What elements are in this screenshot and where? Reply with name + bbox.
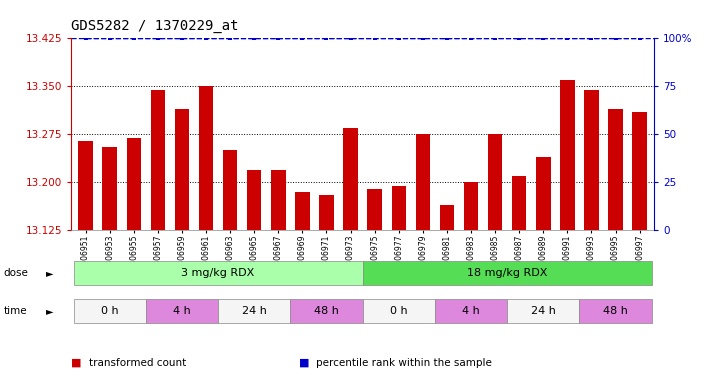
Text: dose: dose	[4, 268, 28, 278]
Bar	[416, 134, 430, 230]
Text: 24 h: 24 h	[531, 306, 556, 316]
Bar	[343, 128, 358, 230]
FancyBboxPatch shape	[146, 299, 218, 323]
FancyBboxPatch shape	[579, 299, 652, 323]
Bar	[512, 176, 526, 230]
Text: ►: ►	[46, 268, 53, 278]
Bar	[271, 170, 286, 230]
FancyBboxPatch shape	[435, 299, 507, 323]
FancyBboxPatch shape	[363, 299, 435, 323]
Bar	[633, 112, 647, 230]
Text: 18 mg/kg RDX: 18 mg/kg RDX	[467, 268, 547, 278]
Bar	[392, 185, 406, 230]
Bar	[319, 195, 333, 230]
Text: GDS5282 / 1370229_at: GDS5282 / 1370229_at	[71, 19, 239, 33]
Bar	[536, 157, 550, 230]
Bar	[78, 141, 92, 230]
FancyBboxPatch shape	[73, 299, 146, 323]
Text: transformed count: transformed count	[89, 358, 186, 368]
Bar	[127, 137, 141, 230]
FancyBboxPatch shape	[73, 260, 363, 285]
Bar	[102, 147, 117, 230]
FancyBboxPatch shape	[507, 299, 579, 323]
Text: ■: ■	[299, 358, 309, 368]
Text: 3 mg/kg RDX: 3 mg/kg RDX	[181, 268, 255, 278]
FancyBboxPatch shape	[218, 299, 290, 323]
Text: 0 h: 0 h	[101, 306, 119, 316]
Bar	[584, 89, 599, 230]
Text: 24 h: 24 h	[242, 306, 267, 316]
Bar	[609, 109, 623, 230]
Bar	[175, 109, 189, 230]
Bar	[247, 170, 262, 230]
Text: 0 h: 0 h	[390, 306, 407, 316]
Text: 4 h: 4 h	[462, 306, 480, 316]
Bar	[560, 80, 574, 230]
Text: ►: ►	[46, 306, 53, 316]
Text: ■: ■	[71, 358, 82, 368]
Text: 48 h: 48 h	[314, 306, 339, 316]
Bar	[368, 189, 382, 230]
Text: 4 h: 4 h	[173, 306, 191, 316]
Bar	[199, 86, 213, 230]
Bar	[439, 205, 454, 230]
Bar	[488, 134, 503, 230]
Bar	[464, 182, 479, 230]
Bar	[295, 192, 309, 230]
Bar	[223, 151, 237, 230]
FancyBboxPatch shape	[363, 260, 652, 285]
Text: time: time	[4, 306, 27, 316]
FancyBboxPatch shape	[290, 299, 363, 323]
Text: percentile rank within the sample: percentile rank within the sample	[316, 358, 492, 368]
Text: 48 h: 48 h	[603, 306, 628, 316]
Bar	[151, 89, 165, 230]
